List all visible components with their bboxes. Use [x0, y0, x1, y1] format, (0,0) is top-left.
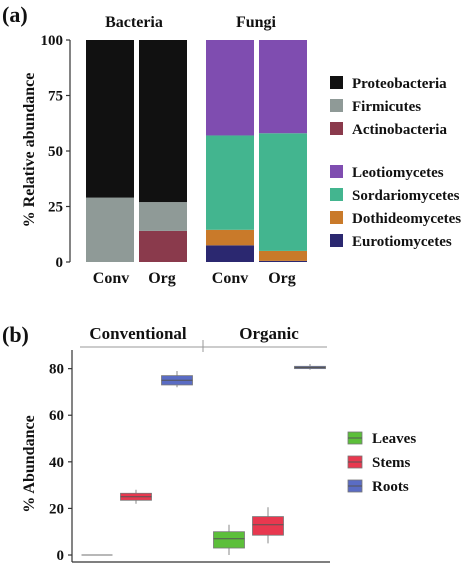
- legend-swatch-dothideomycetes: [330, 211, 343, 224]
- group-title-fungi: Fungi: [236, 14, 277, 31]
- legend-label-sordariomycetes: Sordariomycetes: [352, 188, 460, 204]
- box-organic-leaves: [213, 524, 245, 556]
- y-tick-label: 50: [48, 144, 63, 160]
- box-organic-stems: [252, 507, 284, 544]
- group-title-bacteria: Bacteria: [105, 14, 163, 31]
- panel-a-legend: Proteobacteria Firmicutes Actinobacteria Le…: [330, 76, 461, 250]
- panel-a: (a) % Relative abundance 0 25 50 75 100 Bact…: [2, 2, 461, 287]
- y-tick-label: 80: [49, 362, 64, 378]
- y-tick-label: 0: [56, 255, 64, 271]
- legend-swatch-leotiomycetes: [330, 165, 343, 178]
- bar-fungi-org-sordariomycetes: [259, 133, 307, 251]
- panel-a-y-ticks: 0 25 50 75 100: [41, 33, 70, 271]
- panel-a-bars: [86, 40, 307, 262]
- legend-label-proteobacteria: Proteobacteria: [352, 76, 447, 92]
- panel-b-y-ticks: 0 20 40 60 80: [49, 362, 72, 564]
- y-tick-label: 20: [49, 501, 64, 517]
- y-tick-label: 0: [57, 548, 65, 564]
- group-title-organic: Organic: [239, 324, 299, 343]
- y-tick-label: 75: [48, 89, 63, 105]
- panel-b-y-axis-title: % Abundance: [21, 415, 38, 512]
- legend-label-leotiomycetes: Leotiomycetes: [352, 165, 444, 181]
- bar-fungi-conv-eurotiomycetes: [206, 245, 254, 262]
- group-title-conventional: Conventional: [89, 324, 187, 343]
- legend-swatch-eurotiomycetes: [330, 234, 343, 247]
- legend-label-leaves: Leaves: [372, 431, 416, 447]
- x-label-fungi-conv: Conv: [212, 270, 248, 287]
- panel-b: (b) % Abundance Conventional Organic 0 20…: [2, 322, 416, 564]
- x-label-fungi-org: Org: [268, 270, 296, 287]
- bar-bacteria-org-firmicutes: [139, 202, 187, 231]
- legend-label-stems: Stems: [372, 455, 410, 471]
- box-organic-roots: [294, 363, 326, 370]
- bar-fungi-org-leotiomycetes: [259, 40, 307, 134]
- box-conventional-roots: [161, 370, 193, 388]
- box-conventional-stems: [120, 489, 152, 504]
- box-body: [213, 531, 245, 549]
- y-tick-label: 100: [41, 33, 64, 49]
- bar-bacteria-conv-firmicutes: [86, 197, 134, 262]
- bar-fungi-conv-sordariomycetes: [206, 135, 254, 230]
- legend-swatch-firmicutes: [330, 99, 343, 112]
- y-tick-label: 40: [49, 455, 64, 471]
- bar-fungi-conv-dothideomycetes: [206, 229, 254, 246]
- bar-bacteria-conv-proteobacteria: [86, 40, 134, 198]
- panel-b-boxes: [81, 363, 326, 556]
- panel-b-label: (b): [2, 322, 29, 347]
- bar-bacteria-org-proteobacteria: [139, 40, 187, 203]
- x-label-bacteria-org: Org: [148, 270, 176, 287]
- legend-swatch-actinobacteria: [330, 122, 343, 135]
- legend-label-firmicutes: Firmicutes: [352, 99, 421, 115]
- x-label-bacteria-conv: Conv: [93, 270, 129, 287]
- legend-label-eurotiomycetes: Eurotiomycetes: [352, 234, 452, 250]
- y-tick-label: 25: [48, 200, 63, 216]
- box-body: [252, 516, 284, 536]
- panel-b-legend: Leaves Stems Roots: [347, 431, 416, 495]
- bar-fungi-conv-leotiomycetes: [206, 40, 254, 136]
- bar-bacteria-org-actinobacteria: [139, 230, 187, 262]
- panel-a-label: (a): [2, 2, 28, 27]
- panel-a-y-axis-title: % Relative abundance: [21, 73, 38, 228]
- legend-label-roots: Roots: [372, 479, 409, 495]
- legend-swatch-sordariomycetes: [330, 188, 343, 201]
- bar-fungi-org-dothideomycetes: [259, 250, 307, 261]
- legend-label-actinobacteria: Actinobacteria: [352, 122, 447, 138]
- legend-label-dothideomycetes: Dothideomycetes: [352, 211, 461, 227]
- legend-swatch-proteobacteria: [330, 76, 343, 89]
- y-tick-label: 60: [49, 408, 64, 424]
- bar-fungi-org-eurotiomycetes: [259, 260, 307, 262]
